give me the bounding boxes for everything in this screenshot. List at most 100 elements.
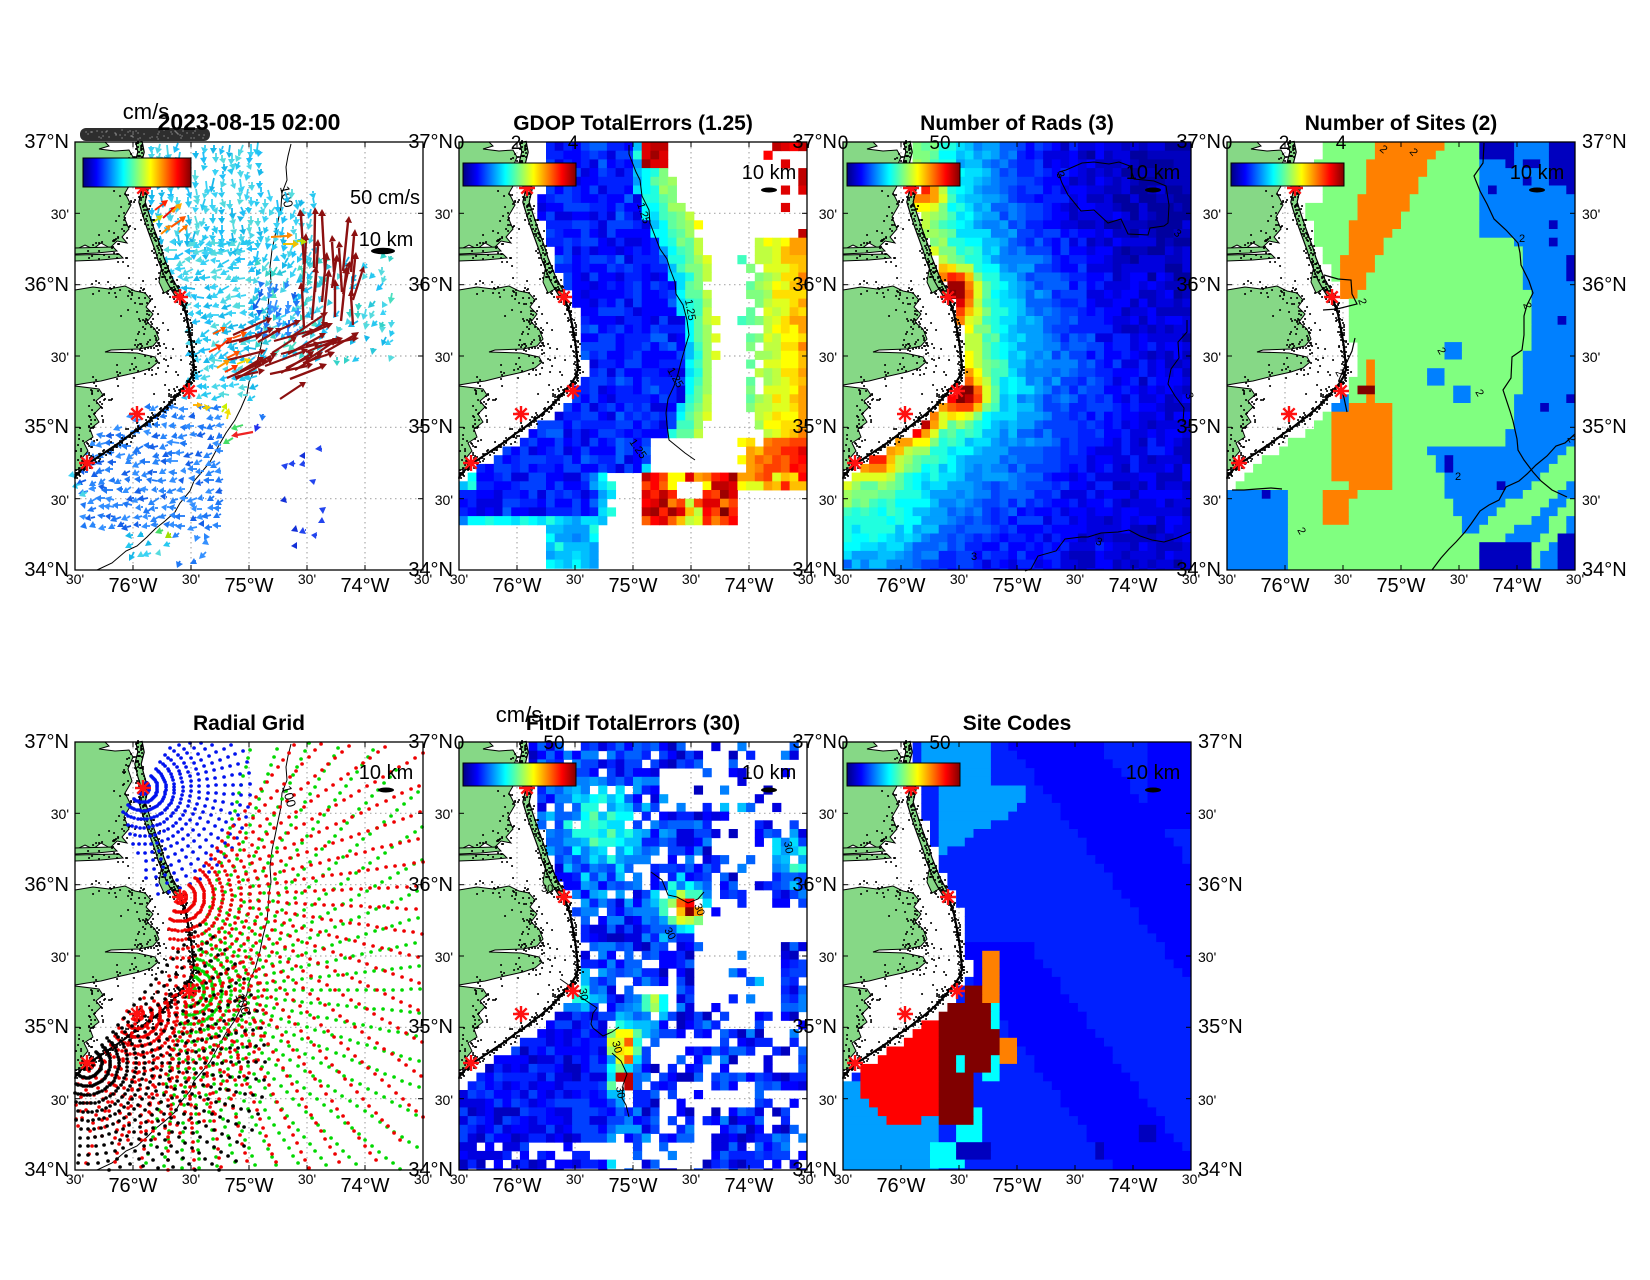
svg-text:36°N: 36°N: [792, 274, 837, 296]
svg-text:30': 30': [414, 1171, 432, 1187]
svg-text:76°W: 76°W: [876, 1175, 925, 1197]
svg-text:37°N: 37°N: [24, 731, 69, 753]
svg-text:76°W: 76°W: [492, 1175, 541, 1197]
svg-text:34°N: 34°N: [24, 1159, 69, 1181]
svg-text:30': 30': [1582, 206, 1600, 222]
svg-text:30': 30': [819, 1092, 837, 1108]
svg-text:2: 2: [1279, 133, 1290, 154]
svg-text:30': 30': [819, 492, 837, 508]
svg-text:35°N: 35°N: [792, 416, 837, 438]
svg-text:74°W: 74°W: [1108, 575, 1157, 597]
svg-text:75°W: 75°W: [1376, 575, 1425, 597]
svg-text:50: 50: [929, 133, 950, 154]
svg-text:2: 2: [1472, 388, 1485, 399]
svg-text:2: 2: [1332, 368, 1345, 379]
svg-text:30': 30': [834, 1171, 852, 1187]
svg-text:30': 30': [1582, 492, 1600, 508]
svg-text:Number of Sites (2): Number of Sites (2): [1305, 112, 1498, 135]
svg-text:50: 50: [929, 733, 950, 754]
svg-text:30': 30': [1203, 349, 1221, 365]
svg-text:30': 30': [450, 1171, 468, 1187]
svg-text:37°N: 37°N: [408, 131, 453, 153]
svg-text:GDOP TotalErrors (1.25): GDOP TotalErrors (1.25): [513, 112, 753, 135]
svg-text:30': 30': [1218, 571, 1236, 587]
svg-text:30': 30': [51, 1092, 69, 1108]
svg-text:30': 30': [66, 571, 84, 587]
svg-text:0: 0: [838, 733, 849, 754]
svg-text:30': 30': [950, 571, 968, 587]
svg-text:30': 30': [1450, 571, 1468, 587]
svg-text:FitDif TotalErrors (30): FitDif TotalErrors (30): [526, 712, 740, 735]
svg-text:30': 30': [450, 571, 468, 587]
svg-text:30: 30: [613, 1085, 627, 1099]
svg-text:2: 2: [1434, 346, 1447, 357]
svg-text:35°N: 35°N: [24, 416, 69, 438]
svg-text:37°N: 37°N: [792, 731, 837, 753]
svg-text:2: 2: [1294, 526, 1307, 537]
svg-text:35°N: 35°N: [792, 1016, 837, 1038]
svg-text:74°W: 74°W: [724, 575, 773, 597]
svg-text:30': 30': [1066, 571, 1084, 587]
svg-text:30': 30': [682, 1171, 700, 1187]
svg-text:2: 2: [1355, 297, 1368, 307]
svg-text:30': 30': [435, 1092, 453, 1108]
svg-text:74°W: 74°W: [724, 1175, 773, 1197]
svg-text:75°W: 75°W: [992, 575, 1041, 597]
svg-text:30': 30': [435, 949, 453, 965]
svg-text:30': 30': [51, 206, 69, 222]
svg-text:30': 30': [1182, 1171, 1200, 1187]
svg-text:50 cm/s: 50 cm/s: [350, 187, 420, 209]
svg-text:30': 30': [51, 492, 69, 508]
svg-text:3: 3: [1182, 391, 1195, 401]
svg-text:30': 30': [298, 1171, 316, 1187]
svg-text:cm/s: cm/s: [123, 99, 169, 124]
svg-text:1.25: 1.25: [682, 298, 698, 321]
svg-text:30': 30': [798, 1171, 816, 1187]
svg-text:34°N: 34°N: [1176, 559, 1221, 581]
svg-text:30': 30': [819, 949, 837, 965]
svg-text:30': 30': [819, 349, 837, 365]
svg-text:2: 2: [1519, 233, 1525, 245]
svg-text:30': 30': [435, 349, 453, 365]
svg-text:30': 30': [566, 1171, 584, 1187]
svg-text:Number of Rads (3): Number of Rads (3): [920, 112, 1114, 135]
svg-text:4: 4: [568, 133, 579, 154]
svg-text:cm/s: cm/s: [496, 702, 542, 727]
svg-text:30': 30': [51, 349, 69, 365]
svg-text:30: 30: [609, 1040, 624, 1055]
svg-text:34°N: 34°N: [408, 1159, 453, 1181]
svg-text:34°N: 34°N: [24, 559, 69, 581]
svg-text:74°W: 74°W: [1108, 1175, 1157, 1197]
svg-text:30': 30': [1182, 571, 1200, 587]
svg-text:37°N: 37°N: [1582, 131, 1627, 153]
svg-text:30': 30': [1066, 1171, 1084, 1187]
svg-text:37°N: 37°N: [1198, 731, 1243, 753]
svg-text:76°W: 76°W: [492, 575, 541, 597]
svg-text:74°W: 74°W: [340, 1175, 389, 1197]
svg-text:34°N: 34°N: [1198, 1159, 1243, 1181]
svg-text:30': 30': [1198, 1092, 1216, 1108]
svg-text:30': 30': [682, 571, 700, 587]
svg-text:36°N: 36°N: [408, 274, 453, 296]
svg-text:3: 3: [1094, 536, 1104, 549]
svg-text:75°W: 75°W: [992, 1175, 1041, 1197]
svg-text:35°N: 35°N: [24, 1016, 69, 1038]
svg-text:30': 30': [435, 206, 453, 222]
svg-text:75°W: 75°W: [224, 575, 273, 597]
svg-text:36°N: 36°N: [1176, 274, 1221, 296]
svg-text:30': 30': [66, 1171, 84, 1187]
svg-text:3: 3: [971, 551, 977, 563]
svg-text:2: 2: [1520, 301, 1533, 311]
svg-text:30: 30: [661, 926, 678, 943]
svg-text:0: 0: [454, 733, 465, 754]
svg-text:37°N: 37°N: [408, 731, 453, 753]
svg-text:30': 30': [1203, 206, 1221, 222]
svg-text:76°W: 76°W: [108, 1175, 157, 1197]
svg-text:30': 30': [182, 1171, 200, 1187]
svg-text:34°N: 34°N: [1582, 559, 1627, 581]
svg-text:76°W: 76°W: [876, 575, 925, 597]
svg-text:36°N: 36°N: [792, 874, 837, 896]
svg-text:30: 30: [781, 840, 795, 854]
svg-text:0: 0: [454, 133, 465, 154]
svg-text:35°N: 35°N: [408, 416, 453, 438]
